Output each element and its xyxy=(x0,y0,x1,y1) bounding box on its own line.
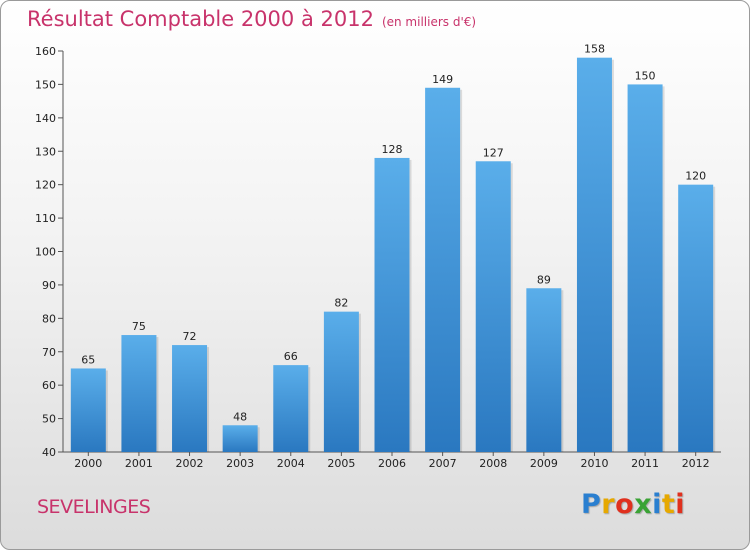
bar-2001 xyxy=(121,335,157,452)
chart-bars: 65 75 72 48 66 82 128 149 127 89 158 150 120 xyxy=(70,43,716,453)
bar-2003 xyxy=(222,425,258,452)
y-tick-label: 40 xyxy=(42,446,56,459)
y-tick-label: 90 xyxy=(42,279,56,292)
x-tick-label: 2010 xyxy=(580,457,608,470)
data-label: 120 xyxy=(685,170,706,183)
x-tick-label: 2000 xyxy=(74,457,102,470)
chart-axes: 40 50 60 70 80 90 100 110 120 130 140 150 160 2000 200… xyxy=(35,45,721,470)
logo-letter: i xyxy=(675,489,686,520)
y-tick-label: 160 xyxy=(35,45,56,58)
x-tick-label: 2007 xyxy=(429,457,457,470)
y-tick-label: 150 xyxy=(35,78,56,91)
data-label: 158 xyxy=(584,43,605,56)
x-tick-label: 2011 xyxy=(631,457,659,470)
data-label: 89 xyxy=(537,273,551,286)
y-tick-label: 50 xyxy=(42,413,56,426)
chart-subtitle: (en milliers d'€) xyxy=(381,15,477,29)
logo-letter: r xyxy=(601,489,616,520)
chart-title: Résultat Comptable 2000 à 2012 (en millie… xyxy=(27,7,476,31)
x-tick-label: 2004 xyxy=(277,457,305,470)
x-tick-label: 2003 xyxy=(226,457,254,470)
bar-2006 xyxy=(374,157,410,452)
logo-letter: i xyxy=(652,489,662,520)
y-tick-label: 140 xyxy=(35,112,56,125)
data-label: 82 xyxy=(334,297,348,310)
bar-2009 xyxy=(526,288,562,452)
commune-name: SEVELINGES xyxy=(37,496,151,518)
data-label: 66 xyxy=(284,350,298,363)
x-tick-label: 2001 xyxy=(125,457,153,470)
bar-2004 xyxy=(273,365,309,452)
bar-2000 xyxy=(70,368,106,452)
y-tick-label: 110 xyxy=(35,212,56,225)
x-tick-label: 2012 xyxy=(682,457,710,470)
y-tick-label: 70 xyxy=(42,346,56,359)
logo-letter: x xyxy=(634,489,653,520)
data-label: 128 xyxy=(382,143,403,156)
bar-2002 xyxy=(172,345,208,452)
bar-2007 xyxy=(425,87,461,452)
logo-letter: P xyxy=(581,489,602,520)
x-tick-label: 2006 xyxy=(378,457,406,470)
proxiti-logo: Proxiti xyxy=(581,489,685,520)
x-tick-label: 2005 xyxy=(327,457,355,470)
x-tick-label: 2009 xyxy=(530,457,558,470)
x-tick-label: 2002 xyxy=(176,457,204,470)
data-label: 150 xyxy=(635,69,656,82)
data-label: 75 xyxy=(132,320,146,333)
bar-2012 xyxy=(678,184,714,452)
chart-title-text: Résultat Comptable 2000 à 2012 xyxy=(27,7,374,31)
data-label: 72 xyxy=(183,330,197,343)
data-label: 127 xyxy=(483,146,504,159)
data-label: 149 xyxy=(432,73,453,86)
y-tick-label: 120 xyxy=(35,179,56,192)
bar-2008 xyxy=(475,161,511,452)
y-tick-label: 80 xyxy=(42,312,56,325)
data-label: 65 xyxy=(81,353,95,366)
y-tick-label: 130 xyxy=(35,145,56,158)
bar-2011 xyxy=(627,84,663,453)
logo-letter: o xyxy=(615,489,635,520)
data-label: 48 xyxy=(233,410,247,423)
logo-letter: t xyxy=(661,489,676,520)
x-tick-label: 2008 xyxy=(479,457,507,470)
y-tick-label: 100 xyxy=(35,246,56,259)
bar-2010 xyxy=(576,57,612,452)
bar-2005 xyxy=(323,311,359,452)
y-tick-label: 60 xyxy=(42,379,56,392)
